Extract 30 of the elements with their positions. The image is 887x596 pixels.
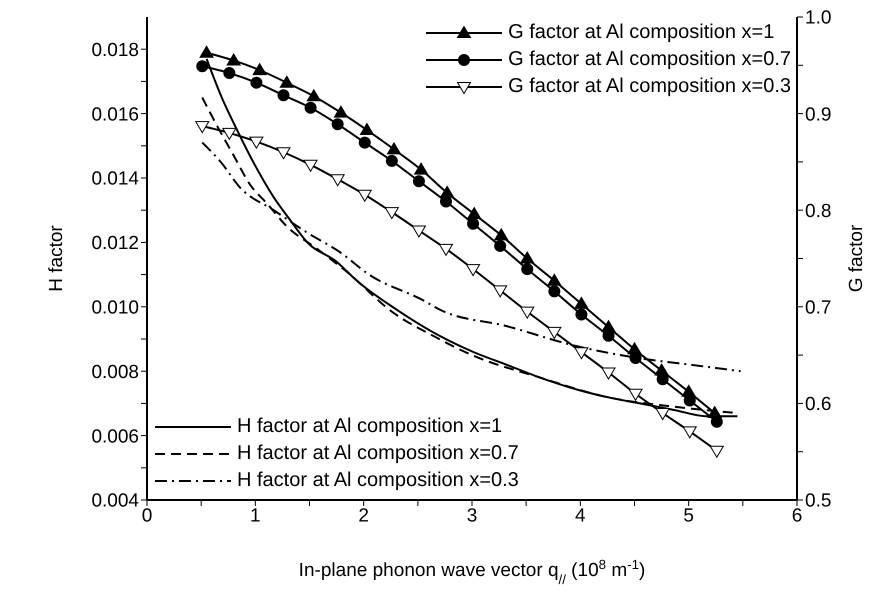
y-tick-label: 0.018 [91,40,139,61]
y-tick-label: 0.012 [91,233,139,254]
x-tick-label: 1 [250,505,261,526]
legend-label: H factor at Al composition x=0.7 [237,441,519,466]
x-tick-label: 4 [575,505,586,526]
x-tick-label: 5 [683,505,694,526]
x-tick-label: 3 [466,505,478,526]
x-tick-label: 6 [792,505,802,526]
y2-tick-label: 0.5 [805,490,832,512]
y2-tick-label: 0.8 [805,200,832,222]
x-tick-label: 0 [142,505,152,526]
legend-label: G factor at Al composition x=1 [508,20,774,45]
y2-tick-label: 1.0 [805,8,832,29]
legend-label: H factor at Al composition x=1 [237,414,502,439]
legend-label: G factor at Al composition x=0.3 [508,74,791,99]
legend-label: G factor at Al composition x=0.7 [508,47,791,72]
x-axis-title: In-plane phonon wave vector q$_{//}$ (10$^{8}$ m$^{-1}$) [298,556,646,586]
legend-label: H factor at Al composition x=0.3 [237,468,519,493]
y-axis-title: H factor [46,224,67,292]
x-tick-label: 2 [358,505,369,526]
y-tick-label: 0.016 [91,104,139,126]
y2-tick-label: 0.7 [805,298,832,319]
y-tick-label: 0.010 [91,298,139,319]
y-tick-label: 0.004 [91,490,140,512]
y-tick-label: 0.008 [91,362,139,383]
y2-tick-label: 0.9 [805,104,832,126]
y-tick-label: 0.006 [91,426,139,448]
y-tick-label: 0.014 [91,168,140,190]
y2-tick-label: 0.6 [805,394,832,416]
y2-axis-title: G factor [846,224,867,292]
